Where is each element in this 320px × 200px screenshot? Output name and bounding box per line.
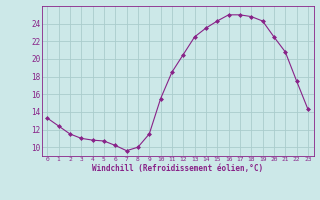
- X-axis label: Windchill (Refroidissement éolien,°C): Windchill (Refroidissement éolien,°C): [92, 164, 263, 173]
